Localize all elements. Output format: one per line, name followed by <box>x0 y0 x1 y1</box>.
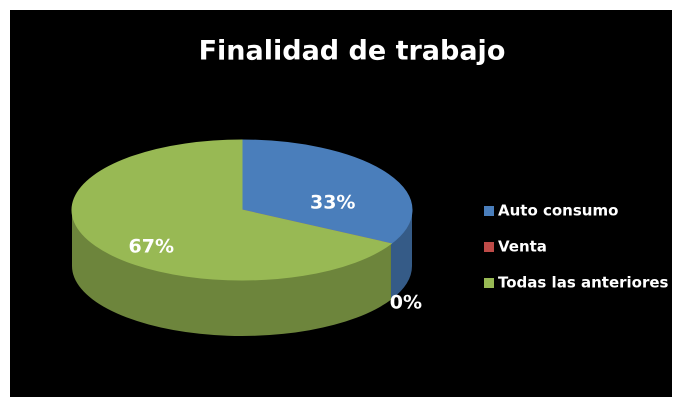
data-label: 0% <box>390 292 422 314</box>
chart-title: Finalidad de trabajo <box>199 36 506 67</box>
legend-label: Todas las anteriores <box>498 274 669 292</box>
slice-side <box>72 210 391 336</box>
legend-label: Auto consumo <box>498 202 618 220</box>
legend-swatch <box>484 206 494 216</box>
data-label: 67% <box>129 236 174 258</box>
slice-side <box>390 210 413 300</box>
slice <box>241 139 413 245</box>
slice <box>71 139 393 281</box>
legend-label: Venta <box>498 238 547 256</box>
legend-swatch <box>484 278 494 288</box>
legend-swatch <box>484 242 494 252</box>
data-label: 33% <box>310 191 355 213</box>
